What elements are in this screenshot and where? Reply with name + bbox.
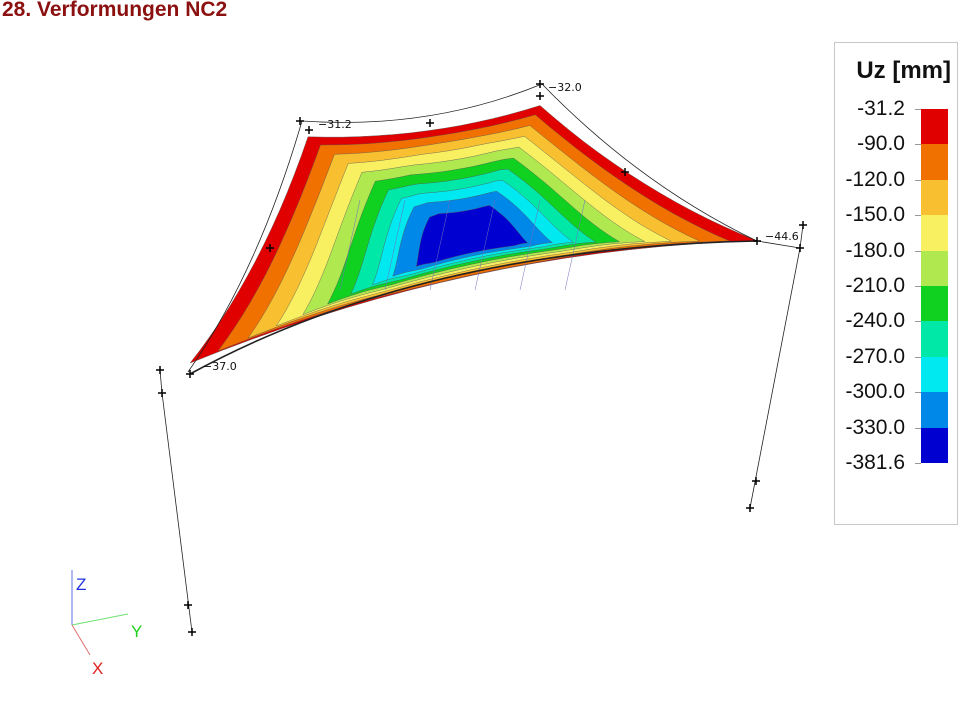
node-marker [752,477,760,485]
legend-band [921,286,948,322]
node-marker [799,221,807,229]
legend-label: -150.0 [845,203,905,227]
node-label-top-left: −31.2 [318,118,352,131]
legend-band [921,179,948,216]
legend-band [921,144,948,180]
legend-label: -381.6 [845,451,905,474]
mesh-line [384,199,406,291]
node-marker [753,237,761,245]
node-marker [184,601,192,609]
legend-label: -240.0 [845,309,905,333]
legend-band [921,427,948,463]
column-right [749,224,804,509]
node-marker [156,366,164,374]
mesh-line [519,199,541,291]
legend-label: -90.0 [857,132,905,156]
node-marker [186,370,194,378]
node-marker [746,504,754,512]
mesh-line [564,199,586,291]
legend-label: -31.2 [857,97,905,120]
contour-bands [189,105,758,364]
edge-cable-left [187,120,303,373]
legend-label: -300.0 [845,380,905,404]
y-axis-label: Y [131,622,142,641]
node-marker [305,126,313,134]
legend-tick [915,215,921,217]
x-axis-label: X [92,659,103,678]
legend-tick [915,321,921,323]
legend-band [921,321,948,357]
legend-tick [915,356,921,358]
tie-right [756,240,801,249]
node-marker [296,117,304,125]
legend-band [921,250,948,286]
legend-label: -330.0 [845,415,905,439]
contour-band [415,205,529,267]
ridge-cable [189,240,758,375]
mesh-line [474,199,496,291]
legend-label: -270.0 [845,344,905,368]
page-title: 28. Verformungen NC2 [2,0,228,21]
node-marker [188,628,196,636]
node-marker [536,80,544,88]
legend-band [921,109,948,145]
node-marker [536,92,544,100]
legend-tick [915,144,921,146]
color-legend: Uz [mm] -31.2 -90.0 -120.0 -150.0 -180.0 -210… [834,42,958,525]
legend-tick [915,109,921,110]
node-marker [266,244,274,252]
node-marker [158,389,166,397]
legend-label: -120.0 [845,167,905,191]
mesh-line [429,199,451,291]
edge-cable-right [541,83,758,242]
node-label-bottom-left: −37.0 [203,360,237,373]
legend-tick [915,427,921,429]
legend-tick [915,179,921,181]
node-marker [426,119,434,127]
legend-label: -210.0 [845,274,905,297]
node-marker [621,168,629,176]
node-markers [156,80,807,636]
node-label-top: −32.0 [548,81,582,94]
column-left [159,369,193,633]
mesh-line [339,199,361,291]
legend-band [921,356,948,393]
legend-tick [915,463,921,464]
node-marker [796,244,804,252]
edge-cable-top [301,83,543,123]
axis-triad: Z Y X [71,570,142,678]
y-axis [71,613,129,626]
legend-band [921,392,948,428]
legend-label: -180.0 [845,238,905,262]
legend-tick [915,250,921,252]
legend-title: Uz [mm] [856,57,951,84]
legend-tick [915,286,921,287]
x-axis [71,624,91,656]
z-axis-label: Z [76,575,86,594]
node-label-right: −44.6 [765,230,799,243]
legend-tick [915,392,921,394]
legend-band [921,215,948,251]
